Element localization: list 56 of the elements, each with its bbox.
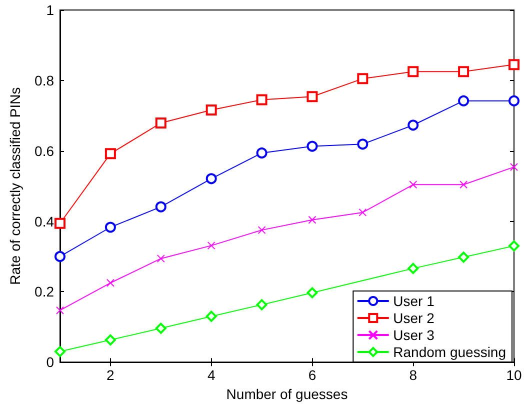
point — [155, 201, 166, 212]
point — [358, 208, 367, 216]
y-tick-label: 0 — [46, 354, 54, 370]
point — [155, 322, 166, 334]
legend-label: User 1 — [393, 293, 435, 309]
point — [508, 95, 520, 106]
point — [458, 95, 470, 106]
point — [106, 278, 114, 287]
point — [510, 163, 518, 172]
x-tick-label: 2 — [106, 367, 115, 384]
point — [104, 148, 116, 160]
point — [256, 147, 268, 158]
y-tick-label: 0.8 — [34, 72, 54, 88]
point — [56, 306, 64, 314]
legend-label: Random guessing — [393, 344, 506, 360]
x-tick-label: 8 — [409, 367, 418, 384]
legend-label: User 2 — [393, 310, 435, 326]
x-tick-label: 10 — [506, 367, 522, 384]
point — [306, 140, 318, 152]
point — [54, 218, 66, 229]
point — [508, 240, 520, 252]
point — [206, 104, 217, 116]
y-tick-label: 0.2 — [34, 284, 54, 300]
point — [155, 118, 166, 129]
point — [104, 222, 116, 233]
point — [258, 226, 266, 234]
point — [54, 250, 66, 262]
point — [357, 73, 368, 84]
point — [256, 299, 268, 310]
y-tick-label: 0.4 — [34, 213, 54, 230]
point — [408, 120, 419, 131]
point — [306, 287, 318, 298]
point — [408, 66, 419, 78]
point — [206, 310, 217, 322]
y-tick-label: 1 — [46, 2, 54, 18]
point — [104, 334, 116, 346]
point — [206, 173, 217, 184]
legend-label: User 3 — [393, 327, 435, 343]
point — [458, 252, 470, 263]
point — [54, 346, 66, 358]
point — [357, 138, 368, 150]
point — [458, 66, 470, 78]
x-tick-label: 6 — [308, 367, 316, 384]
point — [156, 254, 165, 263]
point — [460, 180, 468, 189]
y-axis-title: Rate of correctly classified PINs — [7, 87, 23, 285]
x-tick-label: 4 — [207, 367, 216, 384]
x-axis-title: Number of guesses — [226, 386, 348, 402]
point — [409, 180, 418, 189]
point — [408, 262, 419, 274]
y-tick-label: 0.6 — [34, 142, 54, 159]
point — [508, 59, 520, 70]
point — [256, 94, 268, 106]
point — [306, 91, 318, 102]
point — [308, 216, 316, 224]
point — [207, 242, 216, 250]
